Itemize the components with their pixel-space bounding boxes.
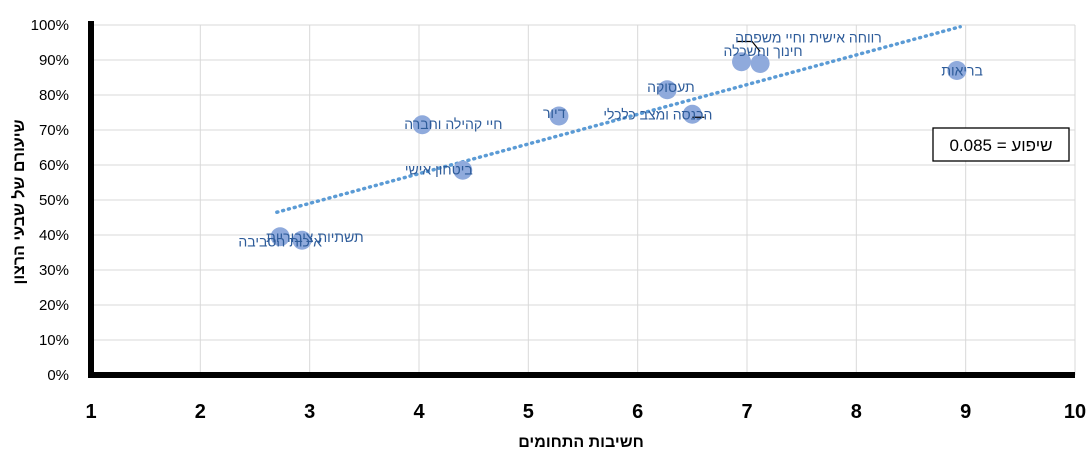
y-tick-label: 10%	[39, 332, 69, 349]
slope-annotation-box	[932, 127, 1070, 162]
trendline	[275, 25, 962, 214]
data-point	[549, 106, 569, 126]
x-tick-label: 6	[632, 401, 643, 423]
point-label: חיי קהילה וחברה	[404, 116, 502, 132]
x-tick-label: 4	[413, 401, 425, 423]
slope-annotation: שיפוע = 0.085	[932, 127, 1070, 162]
y-tick-label: 70%	[39, 122, 69, 139]
y-tick-label: 50%	[39, 192, 69, 209]
y-tick-label: 0%	[47, 367, 69, 384]
x-tick-label: 7	[741, 401, 752, 423]
point-label: דיור	[543, 105, 566, 121]
data-point	[657, 80, 677, 100]
y-tick-label: 60%	[39, 157, 69, 174]
data-point	[453, 160, 473, 180]
y-tick-label: 80%	[39, 87, 69, 104]
data-point	[270, 227, 290, 247]
y-axis-title: שיעורם של שבעי הרצון	[10, 119, 28, 284]
data-point	[292, 230, 312, 250]
data-point	[947, 61, 967, 80]
point-label: תשתיות ציבוריות	[266, 229, 364, 245]
x-tick-labels: 1 2 3 4 5 6 7 8 9 10	[85, 401, 1086, 423]
y-tick-labels: 0% 10% 20% 30% 40% 50% 60% 70% 80% 90% 100%	[31, 17, 69, 384]
x-tick-label: 2	[195, 401, 206, 423]
point-label: הכנסה ומצב כלכלי	[603, 106, 712, 122]
x-tick-label: 3	[304, 401, 315, 423]
y-tick-label: 30%	[39, 262, 69, 279]
data-point	[750, 54, 770, 73]
y-tick-label: 100%	[31, 17, 69, 34]
y-tick-label: 20%	[39, 297, 69, 314]
axes-layer	[88, 21, 1075, 378]
slope-annotation-text: שיפוע = 0.085	[949, 136, 1052, 155]
x-tick-label: 9	[960, 401, 971, 423]
point-label: רווחה אישית וחיי משפחה	[735, 30, 882, 46]
y-tick-label: 40%	[39, 227, 69, 244]
x-tick-label: 10	[1064, 401, 1086, 423]
label-leader-line	[737, 40, 761, 52]
y-tick-label: 90%	[39, 52, 69, 69]
data-points	[270, 52, 967, 250]
data-point	[412, 115, 432, 135]
point-label: בריאות	[941, 63, 983, 79]
data-point	[732, 52, 752, 72]
x-tick-label: 1	[85, 401, 96, 423]
x-tick-label: 8	[851, 401, 862, 423]
x-tick-label: 5	[523, 401, 534, 423]
x-axis-title: חשיבות התחומים	[518, 434, 644, 451]
point-label: חינוך והשכלה	[724, 43, 803, 59]
data-point	[682, 104, 702, 124]
point-label: איכות הסביבה	[238, 233, 322, 249]
point-label: ביטחון אישי	[405, 161, 473, 177]
grid-layer	[91, 24, 1076, 375]
trendline-layer	[275, 25, 962, 214]
point-label: תעסוקה	[647, 79, 695, 95]
